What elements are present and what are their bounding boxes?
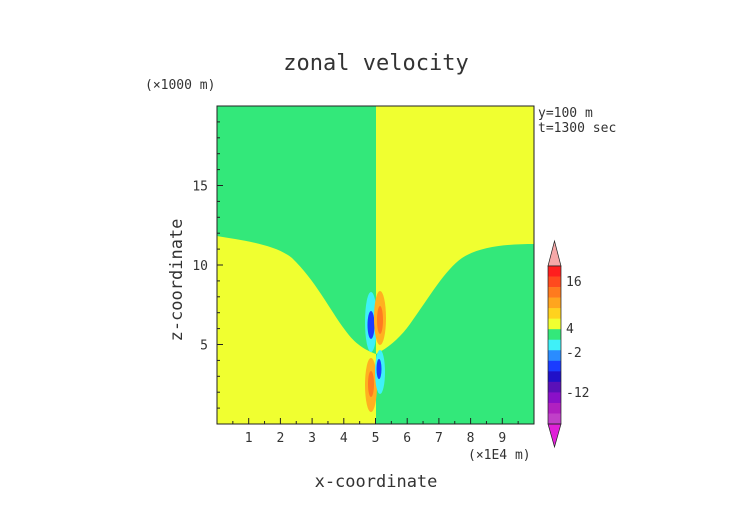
colorbar-band — [548, 413, 561, 425]
y-tick-label: 10 — [192, 259, 208, 274]
x-tick-label: 8 — [467, 431, 475, 446]
colorbar-band — [548, 276, 561, 288]
info-y: y=100 m — [538, 106, 593, 121]
x-tick-label: 5 — [372, 431, 380, 446]
chart-title: zonal velocity — [283, 51, 468, 76]
region-lower-right — [376, 244, 534, 424]
x-tick-label: 4 — [340, 431, 348, 446]
y-tick-label: 15 — [192, 180, 208, 195]
x-tick-label: 2 — [276, 431, 284, 446]
colorbar-label: -12 — [566, 386, 589, 401]
colorbar-band — [548, 339, 561, 351]
colorbar-band — [548, 297, 561, 309]
y-scale-note: (×1000 m) — [145, 78, 215, 93]
colorbar-label: -2 — [566, 346, 582, 361]
colorbar-band — [548, 350, 561, 362]
colorbar-top-arrow — [547, 239, 562, 267]
colorbar-band — [548, 360, 561, 372]
anomaly-lower-negative-core — [376, 359, 382, 379]
x-axis-ticks: 1 2 3 4 5 6 7 8 9 — [232, 418, 519, 446]
x-tick-label: 6 — [403, 431, 411, 446]
x-axis-label: x-coordinate — [315, 472, 438, 492]
colorbar-band — [548, 329, 561, 341]
colorbar-labels: 16 4 -2 -12 — [566, 275, 589, 401]
y-axis-label: z-coordinate — [167, 219, 187, 342]
colorbar-band — [548, 392, 561, 404]
colorbar-label: 16 — [566, 275, 582, 290]
colorbar-band — [548, 381, 561, 393]
info-t: t=1300 sec — [538, 121, 616, 136]
colorbar-bottom-arrow — [547, 423, 562, 449]
colorbar — [547, 239, 562, 449]
y-tick-label: 5 — [200, 339, 208, 354]
plot-area — [216, 105, 535, 425]
x-scale-note: (×1E4 m) — [468, 448, 531, 463]
anomaly-upper-negative-core — [367, 311, 375, 339]
colorbar-label: 4 — [566, 322, 574, 337]
y-axis-ticks: 5 10 15 — [192, 121, 223, 409]
x-tick-label: 7 — [435, 431, 443, 446]
colorbar-band — [548, 371, 561, 383]
region-lower-left — [217, 236, 376, 424]
colorbar-band — [548, 266, 561, 277]
colorbar-band — [548, 402, 561, 414]
x-tick-label: 1 — [245, 431, 253, 446]
anomaly-upper-positive-core — [377, 306, 383, 334]
x-tick-label: 3 — [308, 431, 316, 446]
x-tick-label: 9 — [498, 431, 506, 446]
colorbar-band — [548, 287, 561, 298]
anomaly-lower-positive-core — [368, 371, 374, 397]
colorbar-band — [548, 318, 561, 330]
colorbar-band — [548, 308, 561, 319]
colorbar-frame — [547, 265, 562, 425]
